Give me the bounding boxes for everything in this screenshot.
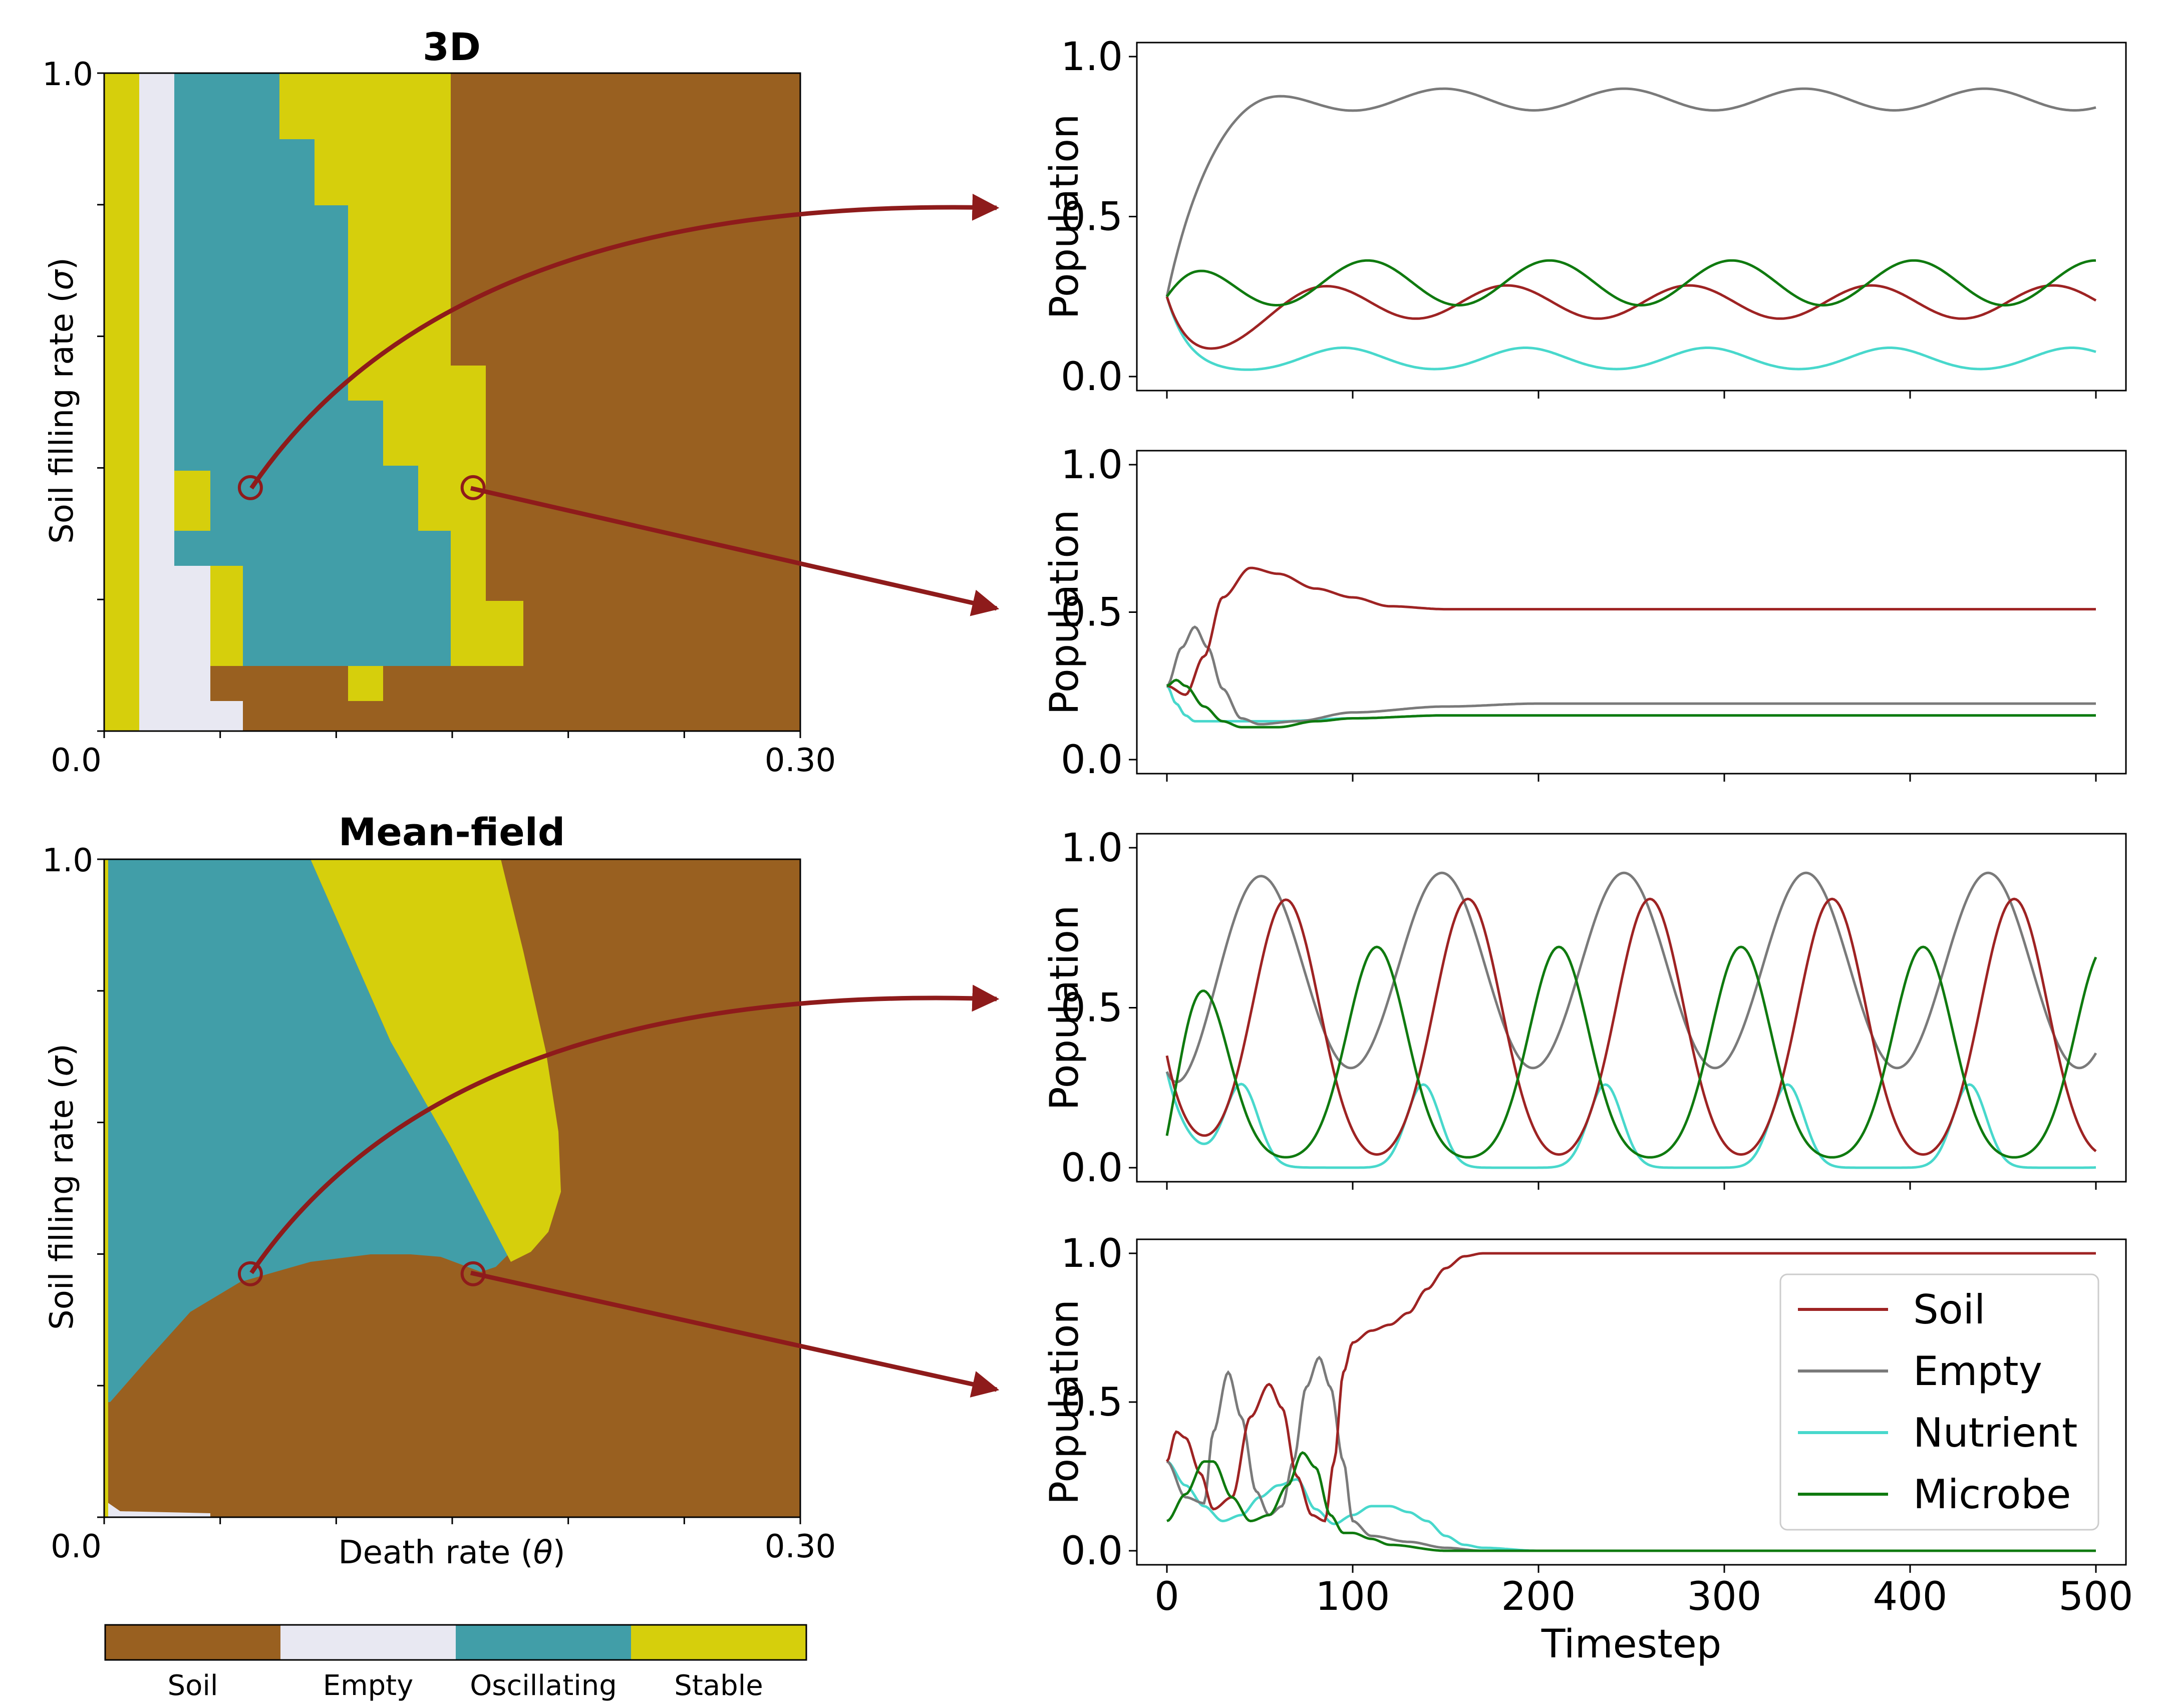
series-line-microbe [1166, 678, 2096, 729]
region-empty-3d [139, 73, 243, 731]
x-tick-label: 0 [1154, 1574, 1179, 1619]
y-tick-max-3d: 1.0 [42, 56, 93, 93]
panel-title-meanfield: Mean-field [339, 810, 565, 854]
y-tick-label: 0.0 [1061, 738, 1123, 783]
colorbar-stable [631, 1625, 806, 1660]
x-axis-label-meanfield: Death rate (θ) [338, 1534, 565, 1571]
phase-marker-3d-0 [237, 475, 263, 500]
arrow-3d-oscillating [249, 193, 1000, 490]
y-tick-label: 0.5 [1061, 986, 1123, 1031]
legend-label-nutrient: Nutrient [1913, 1410, 2077, 1456]
region-stable-mf [311, 859, 561, 1262]
legend-label-microbe: Microbe [1913, 1471, 2071, 1518]
series-line-microbe [1165, 259, 2096, 307]
legend-label-soil: Soil [1913, 1286, 1985, 1333]
time-series-panel-3: 0.0 0.5 1.0 Population [1042, 826, 2127, 1191]
x-tick-max-meanfield: 0.30 [765, 1528, 836, 1565]
y-tick-label: 1.0 [1061, 1231, 1123, 1276]
series-line-empty [1165, 87, 2096, 297]
region-stable-patch-3d [348, 666, 383, 701]
phase-map-3d [104, 73, 800, 731]
y-tick-label: 1.0 [1061, 826, 1123, 871]
phase-markers [237, 475, 486, 1286]
panel-title-3d: 3D [423, 25, 481, 69]
series-line-soil [1166, 566, 2096, 696]
region-stable-top-3d [279, 73, 315, 139]
y-tick-label: 0.0 [1061, 1529, 1123, 1574]
y-axis-label: Population [1042, 1299, 1087, 1505]
arrow-mf-oscillating [249, 984, 1000, 1274]
x-tick-min-3d: 0.0 [51, 742, 102, 779]
phase-diagram-3d: 3D 0.0 0.30 1.0 Soil filling rate (σ) [42, 25, 836, 779]
colorbar-empty [280, 1625, 456, 1660]
colorbar-oscillating [456, 1625, 631, 1660]
x-tick-label: 200 [1501, 1574, 1576, 1619]
x-tick-min-meanfield: 0.0 [51, 1528, 102, 1565]
region-soil-bottom-3d [210, 666, 800, 731]
series-line-nutrient [1165, 296, 2096, 371]
series-line-soil [1165, 284, 2097, 350]
plot-frame [1136, 42, 2127, 392]
connector-arrows [237, 193, 1000, 1398]
y-axis-label-3d: Soil filling rate (σ) [44, 257, 81, 544]
x-tick-label: 500 [2059, 1574, 2133, 1619]
region-oscillating-3d [174, 73, 451, 666]
y-tick-label: 0.0 [1061, 1146, 1123, 1191]
ticks-3d [97, 72, 801, 738]
region-empty-mf [107, 1502, 210, 1517]
time-series-panel-4: 0.0 0.5 1.0 0 100 200 300 400 500 Population Times… [1042, 1231, 2133, 1667]
series-line-microbe [1166, 1451, 2096, 1552]
x-axis-label: Timestep [1541, 1622, 1722, 1667]
colorbar-label-empty: Empty [323, 1669, 414, 1702]
x-tick-label: 100 [1316, 1574, 1390, 1619]
colorbar-label-oscillating: Oscillating [470, 1669, 617, 1702]
colorbar: Soil Empty Oscillating Stable [104, 1624, 807, 1702]
legend-label-empty: Empty [1913, 1348, 2042, 1395]
series-line-empty [1166, 625, 2096, 726]
y-tick-label: 0.5 [1061, 1380, 1123, 1425]
y-tick-label: 0.5 [1061, 590, 1123, 635]
region-oscillating-mf [108, 859, 511, 1402]
y-tick-label: 0.0 [1061, 355, 1123, 400]
time-series-panel-1: 0.0 0.5 1.0 Population [1042, 35, 2127, 400]
region-stable-edge-mf [104, 859, 108, 1517]
plot-frame [1136, 833, 2127, 1183]
series-line-soil [1165, 897, 2097, 1156]
colorbar-soil [105, 1625, 280, 1660]
colorbar-frame [104, 1624, 807, 1661]
y-tick-label: 1.0 [1061, 443, 1123, 488]
legend-box [1779, 1273, 2099, 1531]
series-line-soil [1165, 1252, 2096, 1523]
time-series-panels: 0.00.51.0Population0.00.51.0Population0.… [1042, 35, 2133, 1667]
y-tick-label: 1.0 [1061, 35, 1123, 80]
x-tick-max-3d: 0.30 [765, 742, 836, 779]
phase-map-meanfield [104, 859, 800, 1517]
phase-diagram-meanfield: Mean-field 0.0 0.30 1.0 Soil filling rat… [42, 810, 836, 1571]
y-axis-label: Population [1042, 114, 1087, 319]
y-axis-label: Population [1042, 905, 1087, 1111]
colorbar-label-soil: Soil [168, 1669, 218, 1702]
plot-frame [1136, 450, 2127, 775]
series-line-microbe [1165, 945, 2097, 1159]
y-tick-max-meanfield: 1.0 [42, 842, 93, 879]
y-axis-label: Population [1042, 510, 1087, 715]
ticks-meanfield [97, 858, 801, 1524]
arrow-mf-soil [470, 1270, 1000, 1398]
colorbar-label-stable: Stable [674, 1669, 763, 1702]
phase-marker-meanfield-3 [460, 1261, 486, 1286]
time-series-panel-2: 0.0 0.5 1.0 Population [1042, 443, 2127, 783]
x-tick-label: 300 [1687, 1574, 1762, 1619]
phase-marker-meanfield-2 [237, 1261, 263, 1286]
series-line-nutrient [1165, 1071, 2096, 1169]
x-tick-label: 400 [1873, 1574, 1948, 1619]
y-tick-label: 0.5 [1061, 195, 1123, 240]
y-axis-label-meanfield: Soil filling rate (σ) [44, 1044, 81, 1330]
phase-marker-3d-1 [460, 475, 486, 500]
arrow-3d-stable [470, 486, 1000, 616]
